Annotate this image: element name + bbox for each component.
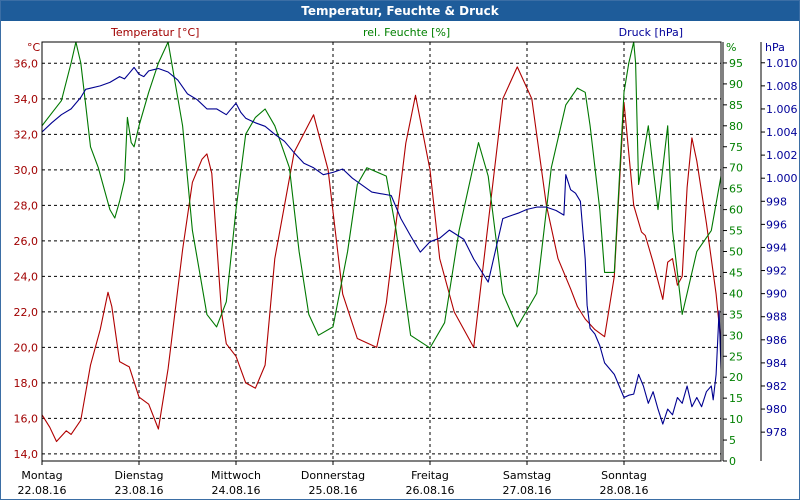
temperature-tick-label: 26,0: [14, 235, 39, 248]
pressure-tick-label: 988: [766, 311, 787, 324]
humidity-tick-label: 30: [729, 329, 743, 342]
humidity-tick-label: 70: [729, 162, 743, 175]
humidity-tick-label: 95: [729, 57, 743, 70]
pressure-tick-label: 996: [766, 218, 787, 231]
x-tick-day-label: Montag: [21, 469, 62, 482]
temperature-tick-label: 32,0: [14, 128, 39, 141]
humidity-tick-label: 55: [729, 225, 743, 238]
humidity-series-line: [42, 42, 721, 349]
humidity-unit-label: %: [726, 41, 736, 54]
x-tick-date-label: 23.08.16: [115, 484, 164, 497]
pressure-tick-label: 1.010: [766, 57, 798, 70]
pressure-unit-label: hPa: [765, 41, 785, 54]
temperature-tick-label: 34,0: [14, 93, 39, 106]
grid: [42, 42, 721, 461]
pressure-tick-label: 980: [766, 403, 787, 416]
temperature-tick-label: 22,0: [14, 306, 39, 319]
x-tick-date-label: 27.08.16: [503, 484, 552, 497]
temperature-tick-label: 24,0: [14, 270, 39, 283]
pressure-tick-label: 1.004: [766, 126, 798, 139]
pressure-tick-label: 1.002: [766, 149, 798, 162]
temperature-tick-label: 20,0: [14, 341, 39, 354]
x-tick-date-label: 25.08.16: [309, 484, 358, 497]
humidity-axis-title: rel. Feuchte [%]: [363, 26, 450, 39]
series-lines: [42, 42, 721, 443]
x-tick-day-label: Sonntag: [601, 469, 647, 482]
humidity-tick-label: 10: [729, 413, 743, 426]
pressure-tick-label: 1.006: [766, 103, 798, 116]
temperature-tick-label: 16,0: [14, 412, 39, 425]
temperature-unit-label: °C: [27, 41, 41, 54]
x-tick-date-label: 28.08.16: [600, 484, 649, 497]
pressure-tick-label: 984: [766, 357, 787, 370]
humidity-tick-label: 5: [729, 434, 736, 447]
temperature-tick-label: 28,0: [14, 199, 39, 212]
axes: [41, 41, 765, 465]
x-tick-date-label: 22.08.16: [18, 484, 67, 497]
pressure-tick-label: 1.000: [766, 172, 798, 185]
axis-labels: 14,0 16,0 18,0 20,0 22,0 24,0 26,0 28,0 30,0 32,0…: [14, 26, 798, 497]
pressure-tick-label: 998: [766, 195, 787, 208]
temperature-tick-label: 14,0: [14, 448, 39, 461]
chart-title: Temperatur, Feuchte & Druck: [1, 1, 799, 21]
x-tick-date-label: 26.08.16: [406, 484, 455, 497]
x-tick-day-label: Samstag: [503, 469, 551, 482]
humidity-tick-label: 0: [729, 455, 736, 468]
temperature-tick-label: 18,0: [14, 377, 39, 390]
humidity-tick-label: 20: [729, 371, 743, 384]
humidity-tick-label: 80: [729, 120, 743, 133]
humidity-tick-label: 75: [729, 141, 743, 154]
x-tick-day-label: Donnerstag: [301, 469, 365, 482]
temperature-tick-label: 36,0: [14, 57, 39, 70]
humidity-tick-label: 40: [729, 287, 743, 300]
pressure-tick-label: 978: [766, 426, 787, 439]
x-tick-day-label: Freitag: [411, 469, 449, 482]
temperature-series-line: [42, 66, 721, 443]
pressure-tick-label: 1.008: [766, 80, 798, 93]
pressure-tick-label: 992: [766, 265, 787, 278]
x-tick-day-label: Dienstag: [114, 469, 163, 482]
humidity-tick-label: 90: [729, 78, 743, 91]
humidity-tick-label: 65: [729, 183, 743, 196]
humidity-tick-label: 45: [729, 266, 743, 279]
humidity-tick-label: 50: [729, 246, 743, 259]
humidity-tick-label: 25: [729, 350, 743, 363]
pressure-tick-label: 990: [766, 288, 787, 301]
plot-border: [41, 41, 722, 462]
pressure-axis-title: Druck [hPa]: [619, 26, 683, 39]
pressure-tick-label: 982: [766, 380, 787, 393]
pressure-tick-label: 994: [766, 241, 787, 254]
pressure-tick-label: 986: [766, 334, 787, 347]
humidity-tick-label: 15: [729, 392, 743, 405]
humidity-tick-label: 60: [729, 204, 743, 217]
x-tick-date-label: 24.08.16: [212, 484, 261, 497]
humidity-tick-label: 35: [729, 308, 743, 321]
humidity-tick-label: 85: [729, 99, 743, 112]
x-tick-day-label: Mittwoch: [211, 469, 261, 482]
temperature-axis-title: Temperatur [°C]: [110, 26, 199, 39]
temperature-tick-label: 30,0: [14, 164, 39, 177]
pressure-series-line: [42, 66, 721, 425]
